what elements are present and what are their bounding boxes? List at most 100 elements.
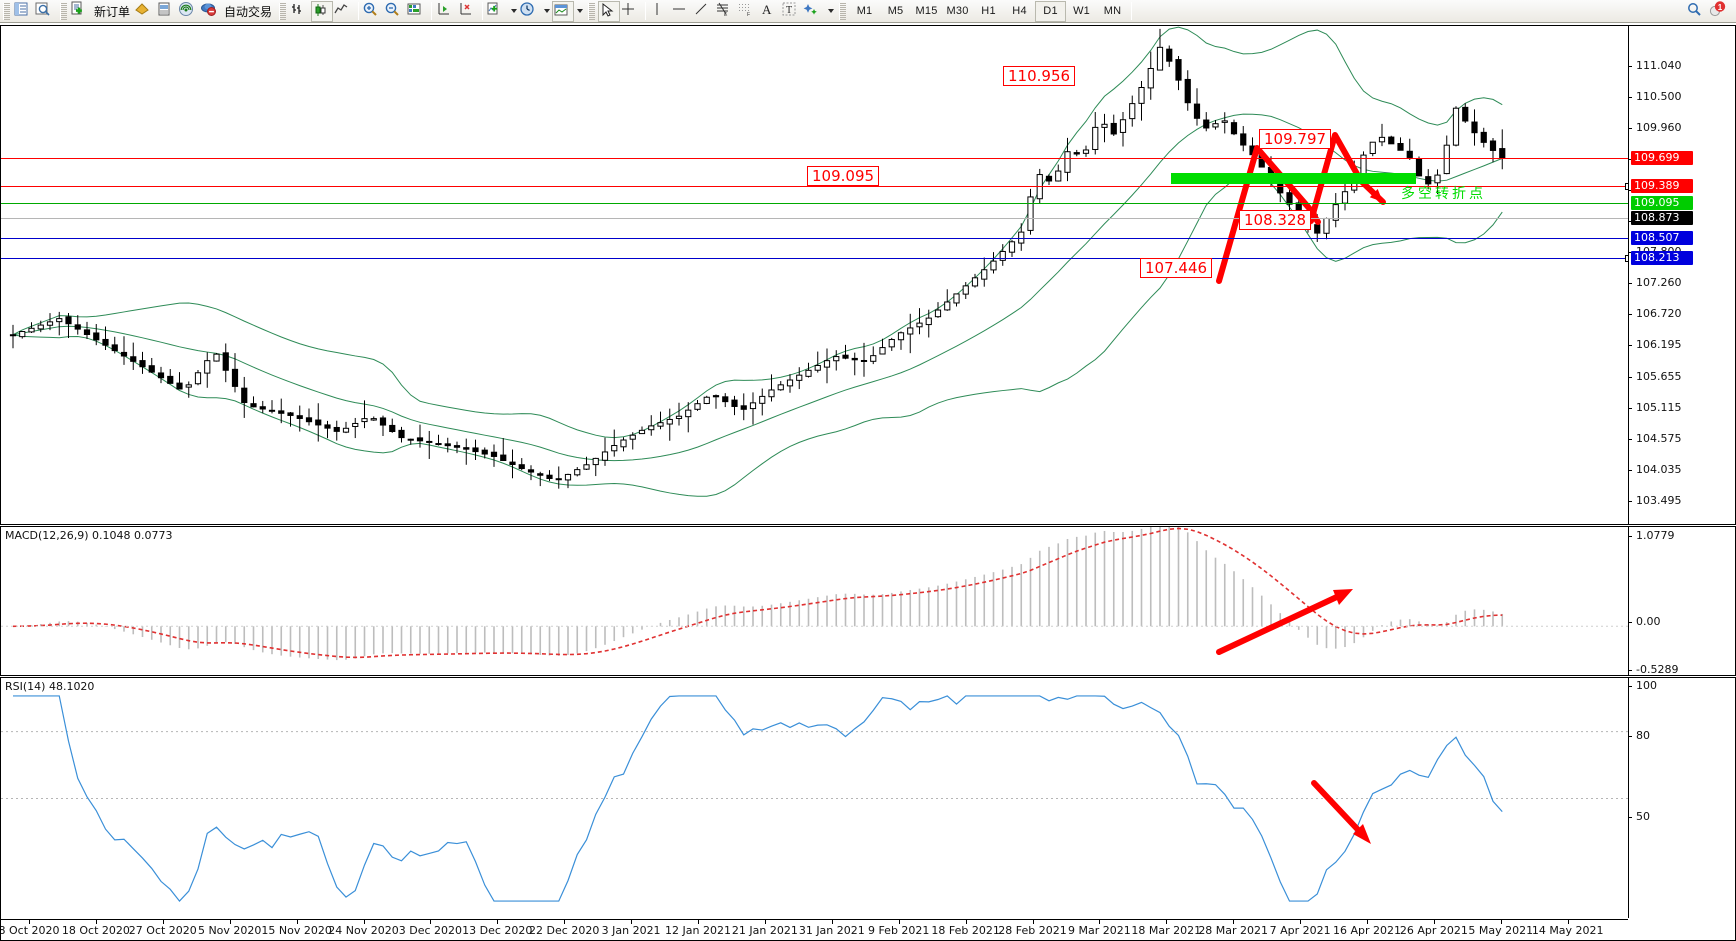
auto-trading-icon[interactable]	[200, 1, 222, 22]
crosshair-icon[interactable]	[620, 1, 642, 22]
zoom-in-icon[interactable]	[362, 1, 384, 22]
timeframe-m5[interactable]: M5	[887, 5, 904, 17]
trendline-icon[interactable]	[693, 1, 715, 22]
auto-trading-label[interactable]: 自动交易	[224, 4, 273, 19]
timeframe-m1[interactable]: M1	[856, 5, 873, 17]
resistance-line-109389[interactable]	[1, 186, 1628, 187]
time-tick-label: 7 Apr 2021	[1269, 924, 1331, 937]
zoom-out-icon[interactable]	[384, 1, 406, 22]
support-line-108213[interactable]	[1, 258, 1628, 259]
strategy-tester-icon[interactable]	[156, 1, 178, 22]
time-tick	[1099, 920, 1101, 924]
time-tick-label: 16 Apr 2021	[1332, 924, 1402, 937]
timeframe-group[interactable]: M1 M5 M15 M30 H1 H4 D1 W1 MN	[849, 0, 1128, 23]
search-icon[interactable]	[1686, 1, 1708, 22]
candle-body	[1406, 150, 1413, 158]
callout-support-zone: 109.095	[807, 166, 880, 186]
notifications-icon[interactable]: 1	[1708, 0, 1730, 22]
support-line-108507[interactable]	[1, 238, 1628, 239]
resistance-level-1[interactable]: 109.699	[1631, 151, 1693, 165]
auto-scroll-icon[interactable]	[435, 1, 457, 22]
toolbar-grip[interactable]	[3, 2, 10, 20]
timeframe-m15[interactable]: M15	[915, 5, 938, 17]
candle-body	[546, 474, 553, 479]
resistance-line-109699[interactable]	[1, 158, 1628, 159]
templates-dropdown-caret[interactable]	[574, 1, 585, 22]
rsi-indicator-pane[interactable]: RSI(14) 48.1020 100 80 50 8 Oct 2020 18 Oct…	[0, 677, 1736, 941]
shapes-dropdown-caret[interactable]	[825, 1, 836, 22]
shapes-grid-icon[interactable]: F	[737, 1, 759, 22]
macd-scale[interactable]: 1.0779 0.00 -0.5289	[1628, 527, 1735, 675]
candle-body	[204, 360, 211, 374]
price-plot-area[interactable]: 110.956 109.797 109.095 108.328 107.446 多空转折…	[1, 26, 1628, 524]
text-icon[interactable]: A	[759, 1, 781, 22]
time-tick	[1166, 920, 1168, 924]
resistance-level-2[interactable]: 109.389	[1631, 179, 1693, 193]
price-tick-label: 104.035	[1636, 462, 1682, 476]
market-watch-icon[interactable]	[13, 1, 35, 22]
periods-dropdown-caret[interactable]	[541, 1, 552, 22]
data-window-icon[interactable]	[35, 1, 57, 22]
text-label-icon[interactable]: T	[781, 1, 803, 22]
candle-body	[231, 368, 239, 387]
support-level-blue-1[interactable]: 108.507	[1631, 231, 1693, 245]
support-level-green[interactable]: 109.095	[1631, 196, 1693, 210]
new-order-icon[interactable]	[70, 1, 92, 22]
templates-icon[interactable]	[552, 0, 575, 22]
macd-plot-area[interactable]	[1, 527, 1628, 675]
rsi-scale[interactable]: 100 80 50	[1628, 678, 1735, 918]
candle-body	[379, 417, 387, 426]
arrows-shapes-icon[interactable]	[803, 1, 825, 22]
expert-advisors-icon[interactable]	[134, 1, 156, 22]
toolbar-grip-4[interactable]	[588, 2, 596, 20]
price-chart-pane[interactable]: 110.956 109.797 109.095 108.328 107.446 多空转折…	[0, 25, 1736, 525]
rsi-plot-area[interactable]	[1, 678, 1628, 918]
toolbar-separator-1	[358, 2, 360, 20]
line-chart-icon[interactable]	[333, 1, 355, 22]
support-level-blue-2[interactable]: 108.213	[1631, 251, 1693, 265]
main-toolbar[interactable]: 新订单 自动交易	[0, 0, 1736, 23]
candle-body	[259, 406, 266, 410]
callout-pivot-low: 108.328	[1239, 210, 1312, 230]
current-price-line[interactable]	[1, 218, 1628, 219]
macd-tick-label: -0.5289	[1636, 663, 1679, 676]
macd-indicator-pane[interactable]: MACD(12,26,9) 0.1048 0.0773 1.0779 0.00 -0…	[0, 526, 1736, 676]
rsi-chart-svg	[1, 695, 1628, 903]
signals-icon[interactable]	[178, 1, 200, 22]
support-line-109095[interactable]	[1, 203, 1628, 204]
new-order-label[interactable]: 新订单	[94, 4, 131, 19]
periods-icon[interactable]	[519, 1, 541, 22]
timeframe-h1[interactable]: H1	[981, 5, 996, 17]
timeframe-d1[interactable]: D1	[1035, 0, 1067, 22]
vertical-line-icon[interactable]	[649, 1, 671, 22]
time-axis[interactable]: 8 Oct 2020 18 Oct 2020 27 Oct 2020 5 Nov 20…	[1, 919, 1628, 940]
candlestick-chart-icon[interactable]	[311, 0, 334, 22]
timeframe-m30[interactable]: M30	[946, 5, 969, 17]
fibonacci-retracement-icon[interactable]: E	[715, 1, 737, 22]
timeframe-mn[interactable]: MN	[1103, 5, 1122, 17]
support-line-108213-handle[interactable]	[1625, 255, 1628, 262]
chart-shift-end-icon[interactable]	[457, 1, 479, 22]
chart-shift-icon[interactable]	[406, 1, 428, 22]
bar-chart-icon[interactable]	[289, 1, 311, 22]
candle-body	[1064, 151, 1071, 173]
timeframe-w1[interactable]: W1	[1073, 5, 1090, 17]
resistance-line-109389-handle[interactable]	[1625, 183, 1628, 190]
current-price[interactable]: 108.873	[1631, 211, 1693, 225]
time-tick-label: 18 Oct 2020	[61, 924, 130, 937]
time-tick-label: 31 Jan 2021	[798, 924, 865, 937]
cursor-icon[interactable]	[598, 0, 621, 22]
toolbar-grip-5[interactable]	[839, 2, 847, 20]
toolbar-grip-2[interactable]	[60, 2, 67, 20]
indicators-icon[interactable]	[486, 1, 508, 22]
timeframe-h4[interactable]: H4	[1012, 5, 1027, 17]
candle-body	[56, 318, 63, 323]
horizontal-line-icon[interactable]	[671, 1, 693, 22]
indicators-dropdown-caret[interactable]	[508, 1, 519, 22]
candle-body	[953, 293, 960, 304]
candle-body	[990, 260, 997, 271]
time-tick-label: 12 Jan 2021	[665, 924, 731, 937]
price-scale[interactable]: 111.040110.500109.960109.420108.880108.3…	[1628, 26, 1735, 524]
candle-body	[1175, 59, 1182, 81]
toolbar-grip-3[interactable]	[279, 2, 287, 20]
